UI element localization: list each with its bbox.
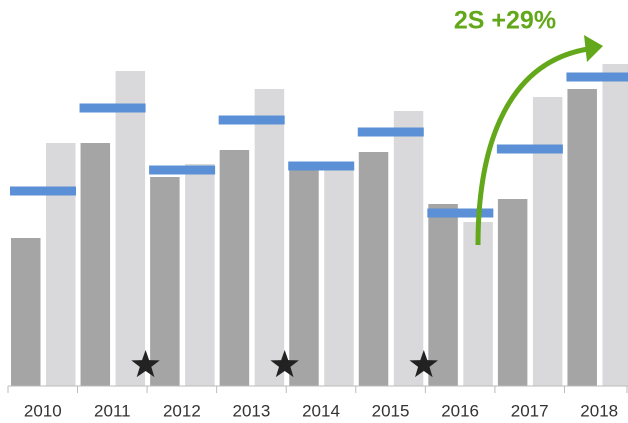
bar bbox=[497, 199, 528, 386]
x-tick-label: 2012 bbox=[163, 401, 201, 420]
bar bbox=[46, 143, 76, 386]
bar bbox=[115, 71, 146, 386]
target-marker bbox=[288, 161, 355, 171]
target-marker bbox=[566, 72, 628, 82]
bar bbox=[80, 143, 111, 386]
bar bbox=[219, 150, 250, 386]
target-marker bbox=[496, 144, 563, 154]
x-tick-label: 2015 bbox=[372, 401, 410, 420]
bar bbox=[567, 89, 597, 386]
x-tick-label: 2010 bbox=[24, 401, 62, 420]
bar bbox=[150, 177, 180, 386]
bar bbox=[185, 164, 215, 386]
x-tick-label: 2018 bbox=[580, 401, 618, 420]
x-tick-label: 2013 bbox=[233, 401, 271, 420]
bar bbox=[428, 204, 458, 386]
bar bbox=[532, 97, 563, 386]
bar bbox=[254, 89, 285, 386]
arrow-head bbox=[584, 35, 603, 62]
x-tick-label: 2016 bbox=[441, 401, 479, 420]
target-marker bbox=[218, 115, 285, 125]
bar bbox=[602, 64, 628, 386]
growth-arrow bbox=[475, 46, 589, 246]
bar bbox=[11, 238, 41, 386]
bar bbox=[289, 170, 319, 386]
bar bbox=[393, 111, 424, 386]
target-marker bbox=[10, 186, 76, 196]
target-marker bbox=[149, 165, 216, 175]
x-tick-label: 2014 bbox=[302, 401, 340, 420]
x-tick-label: 2011 bbox=[94, 401, 131, 420]
bar bbox=[358, 152, 389, 386]
target-marker bbox=[357, 127, 424, 137]
bar bbox=[463, 222, 493, 386]
target-marker bbox=[427, 208, 494, 218]
target-marker bbox=[79, 103, 146, 113]
star bbox=[131, 350, 160, 378]
star bbox=[270, 350, 299, 378]
bar bbox=[324, 170, 354, 386]
x-tick-label: 2017 bbox=[511, 401, 549, 420]
annotation: 2S +29% bbox=[454, 7, 556, 35]
star bbox=[409, 350, 438, 378]
